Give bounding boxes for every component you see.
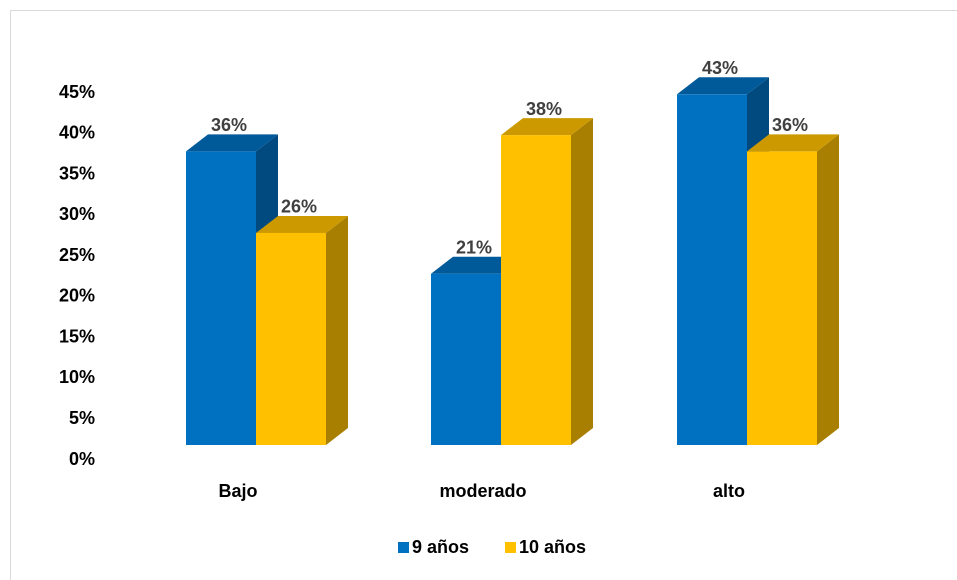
y-tick-label: 0% — [69, 449, 95, 469]
data-label: 36% — [772, 115, 808, 135]
y-tick-label: 30% — [59, 204, 95, 224]
legend-label: 9 años — [412, 537, 469, 557]
y-tick-label: 10% — [59, 367, 95, 387]
y-tick-label: 45% — [59, 82, 95, 102]
bar-top — [431, 256, 523, 274]
bar — [256, 232, 326, 445]
data-label: 21% — [456, 237, 492, 257]
data-label: 26% — [281, 197, 317, 217]
data-label: 36% — [211, 115, 247, 135]
bar — [501, 135, 571, 446]
bar-top — [256, 215, 348, 233]
bar-side — [326, 215, 348, 445]
y-tick-label: 35% — [59, 163, 95, 183]
bar — [677, 94, 747, 446]
legend-swatch — [505, 542, 516, 553]
bar-top — [186, 134, 278, 152]
bar-side — [817, 134, 839, 445]
y-tick-label: 5% — [69, 408, 95, 428]
legend-swatch — [398, 542, 409, 553]
x-tick-label: alto — [713, 481, 745, 501]
bar-top — [747, 134, 839, 152]
x-tick-label: Bajo — [218, 481, 257, 501]
y-tick-label: 15% — [59, 326, 95, 346]
bar — [186, 151, 256, 445]
bar-side — [571, 118, 593, 445]
bar-top — [501, 118, 593, 136]
legend-label: 10 años — [519, 537, 586, 557]
data-label: 38% — [526, 99, 562, 119]
x-tick-label: moderado — [439, 481, 526, 501]
y-tick-label: 25% — [59, 245, 95, 265]
bar — [431, 273, 501, 445]
bar-top — [677, 77, 769, 95]
y-tick-label: 20% — [59, 286, 95, 306]
data-label: 43% — [702, 58, 738, 78]
chart-frame — [10, 10, 957, 580]
bar — [747, 151, 817, 445]
y-tick-label: 40% — [59, 123, 95, 143]
